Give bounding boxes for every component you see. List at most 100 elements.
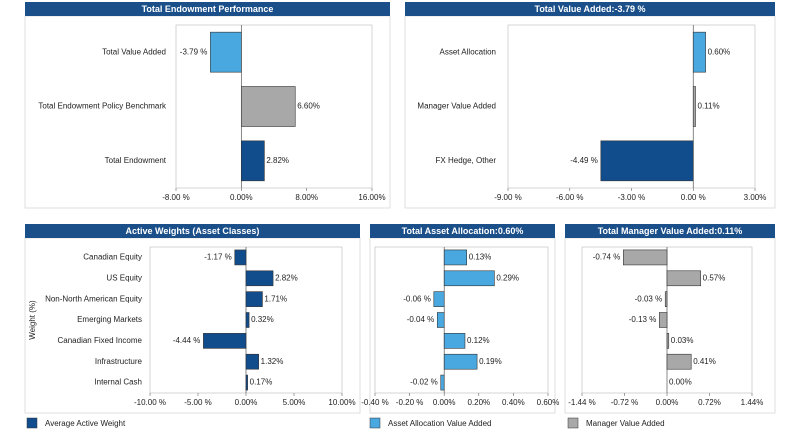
bar: [234, 249, 247, 266]
legend-label: Manager Value Added: [586, 419, 665, 428]
panel-header: [370, 224, 555, 238]
value-label: -0.13 %: [629, 315, 657, 324]
panel-title: Active Weights (Asset Classes): [126, 226, 260, 236]
panel-border: [564, 237, 776, 414]
value-label: 0.12%: [467, 336, 490, 345]
bar: [245, 270, 274, 287]
legend-swatch: [26, 417, 38, 429]
x-tick-label: 0.72%: [698, 398, 721, 407]
value-label: 0.29%: [496, 273, 519, 282]
category-label: Asset Allocation: [440, 47, 496, 56]
x-tick-label: 10.00%: [328, 398, 355, 407]
value-label: -4.44 %: [173, 336, 201, 345]
panel-border: [24, 15, 391, 209]
x-tick-label: -6.00 %: [556, 193, 584, 202]
category-label: FX Hedge, Other: [436, 156, 497, 165]
bar: [245, 374, 248, 391]
panel-header: [25, 224, 360, 238]
x-tick-label: 0.00 %: [681, 193, 706, 202]
bar: [245, 291, 263, 307]
bar: [443, 270, 495, 287]
value-label: -0.03 %: [635, 294, 663, 303]
value-label: -0.06 %: [403, 294, 431, 303]
x-tick-label: -0.72 %: [611, 398, 639, 407]
value-label: 1.32%: [261, 357, 284, 366]
x-tick-label: 0.60%: [537, 398, 560, 407]
category-label: Internal Cash: [94, 378, 142, 387]
value-label: 2.82%: [275, 273, 298, 282]
legend-label: Asset Allocation Value Added: [388, 419, 491, 428]
x-tick-label: 8.00%: [295, 193, 318, 202]
bar: [664, 291, 668, 307]
category-label: US Equity: [106, 273, 142, 282]
x-tick-label: 1.44%: [741, 398, 764, 407]
bar: [600, 140, 694, 182]
bar: [245, 353, 259, 370]
panel-title: Total Manager Value Added:0.11%: [598, 226, 743, 236]
category-label: Infrastructure: [95, 357, 143, 366]
panel-title: Total Value Added:-3.79 %: [534, 4, 645, 14]
value-label: 0.60%: [708, 47, 731, 56]
bar: [210, 31, 242, 73]
x-tick-label: 5.00%: [283, 398, 306, 407]
value-label: -0.04 %: [407, 315, 435, 324]
bar: [692, 86, 696, 127]
legend-swatch: [567, 417, 579, 429]
plot-area: [374, 246, 549, 394]
panel-header: [25, 2, 390, 16]
bar: [245, 312, 250, 328]
bar: [666, 353, 692, 370]
value-label: 0.41%: [693, 357, 716, 366]
bar: [241, 86, 296, 127]
bar: [666, 270, 701, 287]
panel-border: [404, 15, 776, 209]
panel-border: [24, 237, 361, 414]
panel-header: [565, 224, 775, 238]
x-tick-label: 0.00%: [230, 193, 253, 202]
value-label: -4.49 %: [570, 156, 598, 165]
bar: [659, 312, 668, 328]
category-label: Total Endowment Policy Benchmark: [38, 102, 167, 111]
x-tick-label: -3.00 %: [618, 193, 646, 202]
category-label: Manager Value Added: [417, 102, 496, 111]
x-tick-label: 0.40%: [502, 398, 525, 407]
x-tick-label: 16.00%: [358, 193, 385, 202]
panel-title: Total Endowment Performance: [142, 4, 274, 14]
x-tick-label: -0.20 %: [396, 398, 424, 407]
bar: [241, 140, 265, 182]
value-label: 0.13%: [469, 253, 492, 262]
bar: [436, 312, 445, 328]
x-tick-label: 0.00%: [433, 398, 456, 407]
bar: [666, 333, 670, 349]
x-tick-label: -5.00 %: [184, 398, 212, 407]
bar: [433, 291, 445, 307]
x-tick-label: -0.40 %: [361, 398, 389, 407]
legend-label: Average Active Weight: [45, 419, 126, 428]
x-tick-label: -10.00 %: [134, 398, 166, 407]
value-label: 0.19%: [479, 357, 502, 366]
plot-area: [175, 24, 373, 189]
x-tick-label: 0.20%: [467, 398, 490, 407]
x-tick-label: -8.00 %: [162, 193, 190, 202]
x-tick-label: -9.00 %: [494, 193, 522, 202]
legend-swatch: [369, 417, 381, 429]
value-label: 6.60%: [297, 102, 320, 111]
value-label: 0.57%: [703, 273, 726, 282]
value-label: -0.74 %: [593, 253, 621, 262]
category-label: Emerging Markets: [77, 315, 142, 324]
x-tick-label: 0.00%: [656, 398, 679, 407]
bar: [443, 353, 478, 370]
bar: [443, 249, 467, 266]
x-tick-label: 3.00%: [744, 193, 767, 202]
value-label: -0.02 %: [410, 378, 438, 387]
category-label: Total Endowment: [105, 156, 167, 165]
bar: [443, 333, 466, 349]
x-tick-label: -1.44 %: [568, 398, 596, 407]
value-label: 0.32%: [251, 315, 274, 324]
value-label: 0.11%: [698, 102, 720, 111]
bar: [203, 333, 247, 349]
value-label: -3.79 %: [180, 47, 208, 56]
value-label: 2.82%: [266, 156, 289, 165]
